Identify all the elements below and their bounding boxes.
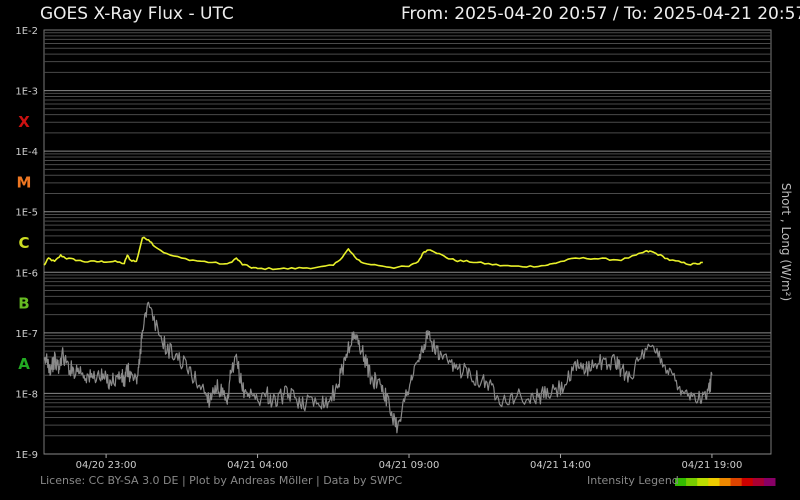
x-tick-label: 04/21 14:00 <box>530 460 591 471</box>
y-ticks: 1E-2 1E-3 1E-4 1E-5 1E-6 1E-7 1E-8 1E-9 <box>15 26 38 461</box>
intensity-legend-label: Intensity Legend <box>587 474 679 487</box>
x-tick-label: 04/21 09:00 <box>379 460 440 471</box>
class-label-m: M <box>17 173 32 191</box>
legend-swatch <box>686 478 698 486</box>
y-tick-label: 1E-3 <box>15 87 38 98</box>
y-tick-label: 1E-7 <box>15 329 38 340</box>
legend-swatch <box>763 478 776 486</box>
legend-swatch <box>697 478 709 486</box>
legend-swatch <box>708 478 720 486</box>
class-label-x: X <box>18 113 30 131</box>
y-tick-label: 1E-6 <box>15 268 38 279</box>
y-tick-label: 1E-9 <box>15 450 38 461</box>
legend-swatch <box>752 478 765 486</box>
legend-swatch <box>741 478 754 486</box>
class-label-c: C <box>18 234 29 252</box>
legend-swatch <box>719 478 732 486</box>
intensity-legend-bar <box>675 478 776 486</box>
class-label-b: B <box>18 295 29 313</box>
flux-series <box>43 236 713 434</box>
time-range-label: From: 2025-04-20 20:57 / To: 2025-04-21 … <box>401 4 800 24</box>
series-line-long <box>43 301 713 434</box>
y-tick-label: 1E-4 <box>15 147 38 158</box>
x-tick-label: 04/20 23:00 <box>76 460 137 471</box>
license-footer: License: CC BY-SA 3.0 DE | Plot by Andre… <box>40 474 403 487</box>
chart-title: GOES X-Ray Flux - UTC <box>40 4 234 24</box>
flare-class-labels: X M C B A <box>17 113 32 373</box>
class-label-a: A <box>18 355 30 373</box>
series-line-short <box>43 236 703 271</box>
y-tick-label: 1E-2 <box>15 26 38 37</box>
y-axis-label: Short , Long (W/m²) <box>778 182 794 302</box>
x-tick-label: 04/21 19:00 <box>682 460 743 471</box>
x-tick-label: 04/21 04:00 <box>227 460 288 471</box>
y-tick-label: 1E-5 <box>15 208 38 219</box>
legend-swatch <box>730 478 743 486</box>
y-axis-label-text: Short , Long (W/m²) <box>779 182 793 302</box>
y-tick-label: 1E-8 <box>15 389 38 400</box>
legend-swatch <box>675 478 687 486</box>
x-ticks: 04/20 23:00 04/21 04:00 04/21 09:00 04/21 1… <box>76 454 743 471</box>
plot-frame <box>43 29 772 455</box>
